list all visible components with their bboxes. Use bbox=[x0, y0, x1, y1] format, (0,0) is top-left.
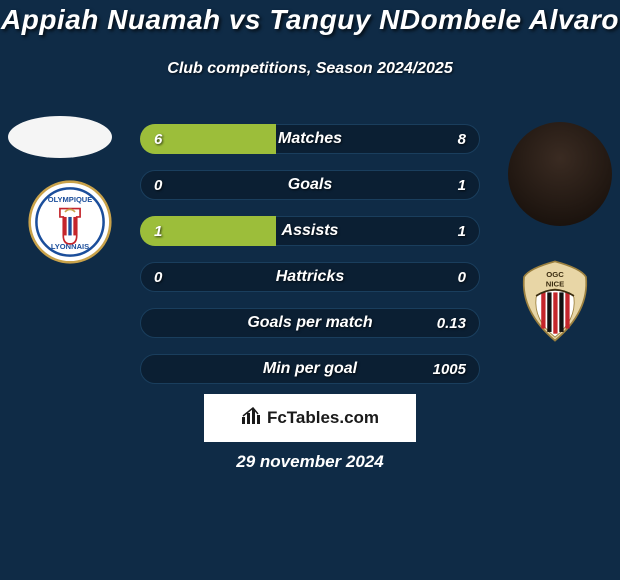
stat-value-right: 0 bbox=[458, 262, 466, 292]
svg-text:OLYMPIQUE: OLYMPIQUE bbox=[48, 195, 93, 204]
stat-value-right: 0.13 bbox=[437, 308, 466, 338]
ogc-nice-crest-icon: OGC NICE bbox=[512, 258, 598, 344]
stat-label: Min per goal bbox=[140, 354, 480, 384]
stat-label: Hattricks bbox=[140, 262, 480, 292]
olympique-lyonnais-crest-icon: OLYMPIQUE LYONNAIS bbox=[28, 180, 112, 264]
player-right-portrait bbox=[508, 122, 612, 226]
portrait-placeholder-icon bbox=[8, 116, 112, 158]
stat-value-right: 8 bbox=[458, 124, 466, 154]
stat-label: Goals per match bbox=[140, 308, 480, 338]
stat-value-right: 1005 bbox=[433, 354, 466, 384]
comparison-card: Appiah Nuamah vs Tanguy NDombele Alvaro … bbox=[0, 0, 620, 580]
svg-text:NICE: NICE bbox=[546, 279, 564, 288]
club-right-crest: OGC NICE bbox=[512, 258, 598, 344]
stat-label: Assists bbox=[140, 216, 480, 246]
stat-row: 6 Matches 8 bbox=[140, 124, 480, 154]
stat-row: Goals per match 0.13 bbox=[140, 308, 480, 338]
player-left-portrait bbox=[8, 116, 112, 158]
stat-row: 0 Goals 1 bbox=[140, 170, 480, 200]
stat-value-right: 1 bbox=[458, 216, 466, 246]
portrait-photo-icon bbox=[508, 122, 612, 226]
stat-row: 0 Hattricks 0 bbox=[140, 262, 480, 292]
club-left-crest: OLYMPIQUE LYONNAIS bbox=[28, 180, 112, 264]
brand-logo-icon bbox=[241, 407, 261, 430]
stat-row: 1 Assists 1 bbox=[140, 216, 480, 246]
stat-label: Goals bbox=[140, 170, 480, 200]
svg-text:OGC: OGC bbox=[546, 270, 564, 279]
brand-badge: FcTables.com bbox=[204, 394, 416, 442]
snapshot-date: 29 november 2024 bbox=[0, 452, 620, 472]
stat-bars: 6 Matches 8 0 Goals 1 1 Assists 1 0 Hatt… bbox=[140, 124, 480, 400]
stat-value-right: 1 bbox=[458, 170, 466, 200]
brand-text: FcTables.com bbox=[267, 408, 379, 428]
page-subtitle: Club competitions, Season 2024/2025 bbox=[0, 60, 620, 78]
stat-row: Min per goal 1005 bbox=[140, 354, 480, 384]
stat-label: Matches bbox=[140, 124, 480, 154]
page-title: Appiah Nuamah vs Tanguy NDombele Alvaro bbox=[0, 4, 620, 36]
